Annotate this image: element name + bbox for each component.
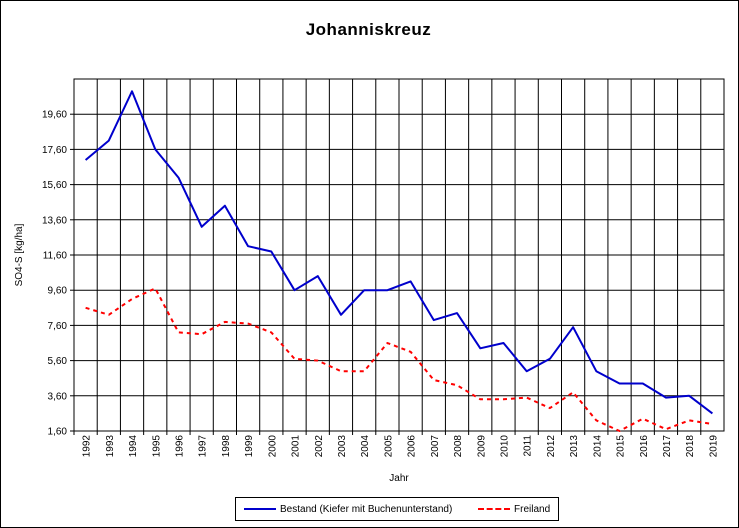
- y-tick-label: 3,60: [48, 391, 68, 402]
- legend-label-bestand: Bestand (Kiefer mit Buchenunterstand): [280, 503, 453, 515]
- legend-swatch-bestand: [244, 508, 276, 510]
- x-axis-ticks: 1992 1993 1994 1995 1996 1997 1998 1999 2000 2001…: [73, 431, 719, 458]
- series-layer: [84, 90, 714, 432]
- y-axis-ticks: 1,60 3,60 5,60 7,60 9,60 11,60 13,60 15,60 17,60…: [42, 110, 74, 438]
- y-tick-label: 19,60: [42, 110, 67, 121]
- x-tick-label: 2010: [499, 435, 510, 458]
- x-tick-label: 1997: [198, 435, 209, 458]
- x-tick-label: 2011: [523, 435, 534, 457]
- x-tick-label: 2014: [592, 435, 603, 458]
- x-tick-label: 2000: [267, 435, 278, 458]
- x-tick-label: 1993: [105, 435, 116, 458]
- x-tick-label: 2016: [639, 435, 650, 458]
- x-tick-label: 2017: [662, 435, 673, 458]
- x-tick-label: 1999: [244, 435, 255, 458]
- x-tick-label: 2015: [616, 435, 627, 458]
- legend: Bestand (Kiefer mit Buchenunterstand) Fr…: [235, 497, 559, 521]
- x-tick-label: 2012: [546, 435, 557, 458]
- x-tick-label: 2003: [337, 435, 348, 458]
- x-tick-label: 1992: [82, 435, 93, 458]
- x-tick-label: 2005: [383, 435, 394, 458]
- x-tick-label: 2004: [360, 435, 371, 458]
- x-tick-label: 2009: [476, 435, 487, 458]
- x-tick-label: 2013: [569, 435, 580, 458]
- y-tick-label: 1,60: [48, 427, 68, 438]
- x-tick-label: 2007: [430, 435, 441, 458]
- y-tick-label: 13,60: [42, 215, 67, 226]
- chart-title: Johanniskreuz: [305, 20, 432, 39]
- y-tick-label: 15,60: [42, 180, 67, 191]
- y-tick-label: 5,60: [48, 356, 68, 367]
- legend-swatch-freiland: [478, 508, 510, 510]
- x-tick-label: 1995: [151, 435, 162, 458]
- grid-lines: [74, 78, 724, 432]
- series-line-bestand: [84, 90, 714, 415]
- legend-item-bestand: Bestand (Kiefer mit Buchenunterstand): [244, 502, 452, 516]
- x-tick-label: 2006: [407, 435, 418, 458]
- series-line-freiland: [85, 287, 713, 432]
- x-tick-label: 2008: [453, 435, 464, 458]
- legend-item-freiland: Freiland: [478, 502, 550, 516]
- legend-label-freiland: Freiland: [514, 503, 551, 515]
- y-tick-label: 9,60: [48, 286, 68, 297]
- x-tick-label: 2018: [685, 435, 696, 458]
- y-axis-label: SO4-S [kg/ha]: [14, 223, 25, 286]
- x-tick-label: 1998: [221, 435, 232, 458]
- x-axis-label: Jahr: [389, 473, 409, 484]
- y-tick-label: 17,60: [42, 145, 67, 156]
- x-tick-label: 1994: [128, 435, 139, 458]
- x-tick-label: 2019: [708, 435, 719, 458]
- y-tick-label: 11,60: [43, 251, 68, 262]
- y-tick-label: 7,60: [48, 321, 68, 332]
- x-tick-label: 2001: [291, 435, 302, 458]
- x-tick-label: 1996: [174, 435, 185, 458]
- x-tick-label: 2002: [314, 435, 325, 458]
